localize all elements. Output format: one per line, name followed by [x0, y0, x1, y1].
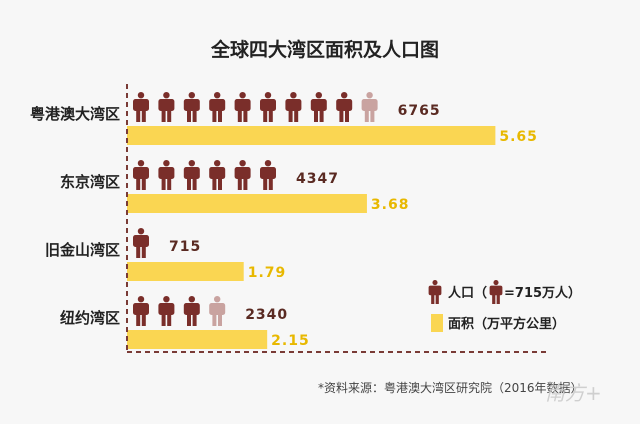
chart-title: 全球四大湾区面积及人口图: [210, 38, 439, 61]
person-icon: [183, 296, 200, 326]
area-bar: [127, 262, 244, 281]
labels-layer: 粤港澳大湾区 6765 5.65 东京湾区 4347 3.68 旧金山湾区 715 1.79 纽约…: [30, 103, 538, 349]
person-icon: [336, 92, 353, 122]
person-icon: [260, 160, 276, 190]
legend-population-suffix: =715万人）: [504, 285, 581, 301]
legend-person-icon-shape: [428, 280, 442, 304]
legend-area-label: 面积（万平方公里）: [448, 316, 565, 332]
area-bar: [127, 194, 367, 213]
legend: 人口（ =715万人） 面积（万平方公里）: [428, 280, 581, 332]
category-label: 纽约湾区: [60, 309, 120, 327]
person-icon: [158, 160, 175, 190]
category-label: 旧金山湾区: [45, 241, 120, 259]
person-icon-partial: [209, 296, 226, 326]
legend-person-icon: [489, 280, 503, 304]
person-icon: [183, 92, 200, 122]
person-icon: [133, 228, 149, 258]
category-label: 粤港澳大湾区: [30, 105, 120, 123]
person-icon: [209, 92, 226, 122]
bars-layer: [127, 126, 496, 349]
category-label: 东京湾区: [60, 173, 120, 191]
area-value-label: 5.65: [499, 129, 538, 145]
area-bar: [127, 126, 496, 145]
person-icon: [234, 92, 251, 122]
person-icon: [133, 92, 149, 122]
person-icon: [234, 160, 251, 190]
person-icon: [183, 160, 200, 190]
population-value-label: 715: [169, 239, 201, 255]
watermark: 南方+: [545, 381, 602, 405]
source-note: *资料来源：粤港澳大湾区研究院（2016年数据）: [318, 380, 583, 395]
area-bar: [127, 330, 268, 349]
legend-person-icon-shape: [489, 280, 503, 304]
legend-person-icon: [428, 280, 442, 304]
person-icon: [158, 296, 175, 326]
population-value-label: 4347: [296, 171, 339, 187]
area-value-label: 1.79: [248, 265, 287, 281]
person-icon: [158, 92, 175, 122]
person-icon: [310, 92, 327, 122]
person-icon-partial: [361, 92, 378, 122]
person-icon: [285, 92, 302, 122]
area-value-label: 2.15: [271, 333, 310, 349]
person-icon: [209, 160, 226, 190]
legend-population-prefix: 人口（: [448, 285, 487, 301]
area-value-label: 3.68: [371, 197, 410, 213]
population-value-label: 2340: [245, 307, 288, 323]
person-icons-layer: [133, 92, 378, 326]
legend-area-swatch: [431, 314, 443, 332]
person-icon: [260, 92, 276, 122]
person-icon: [133, 296, 149, 326]
population-value-label: 6765: [398, 103, 441, 119]
person-icon: [133, 160, 149, 190]
